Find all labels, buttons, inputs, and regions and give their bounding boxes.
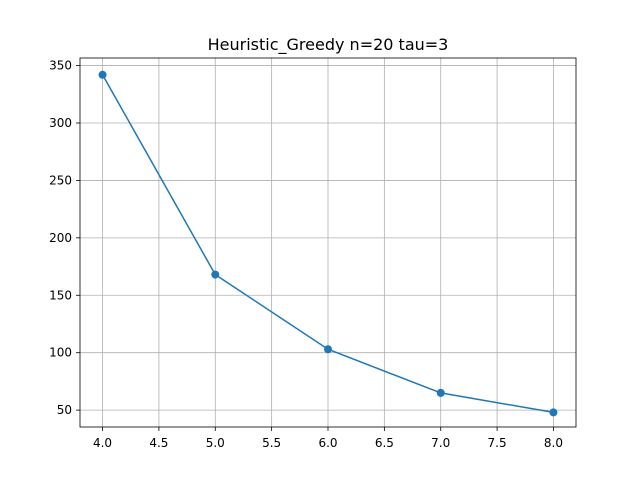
data-point bbox=[324, 345, 332, 354]
data-point bbox=[98, 70, 107, 79]
plot-frame bbox=[79, 57, 577, 428]
y-tick-label: 100 bbox=[49, 346, 72, 360]
x-tick-label: 6.5 bbox=[375, 436, 394, 450]
y-tick-label: 250 bbox=[49, 173, 72, 187]
data-point bbox=[436, 388, 445, 397]
data-point bbox=[211, 270, 220, 279]
chart-title: Heuristic_Greedy n=20 tau=3 bbox=[208, 35, 449, 55]
x-tick-label: 4.0 bbox=[93, 436, 112, 450]
y-tick-label: 200 bbox=[49, 231, 72, 245]
x-tick-label: 7.0 bbox=[431, 436, 450, 450]
x-tick-label: 7.5 bbox=[488, 436, 507, 450]
y-tick-label: 50 bbox=[57, 403, 72, 417]
x-tick-label: 8.0 bbox=[544, 436, 563, 450]
x-tick-label: 5.0 bbox=[206, 436, 225, 450]
data-point bbox=[549, 408, 558, 417]
y-tick-label: 150 bbox=[49, 288, 72, 302]
x-tick-label: 6.0 bbox=[318, 436, 337, 450]
y-tick-label: 350 bbox=[49, 59, 72, 73]
x-tick-label: 4.5 bbox=[149, 436, 168, 450]
x-tick-label: 5.5 bbox=[262, 436, 281, 450]
y-axis-ticks: 50 100 150 200 250 300 350 bbox=[49, 59, 80, 417]
y-tick-label: 300 bbox=[49, 116, 72, 130]
grid bbox=[80, 58, 576, 427]
x-axis-ticks: 4.0 4.5 5.0 5.5 6.0 6.5 7.0 7.5 8.0 bbox=[93, 427, 563, 450]
series bbox=[98, 70, 558, 417]
